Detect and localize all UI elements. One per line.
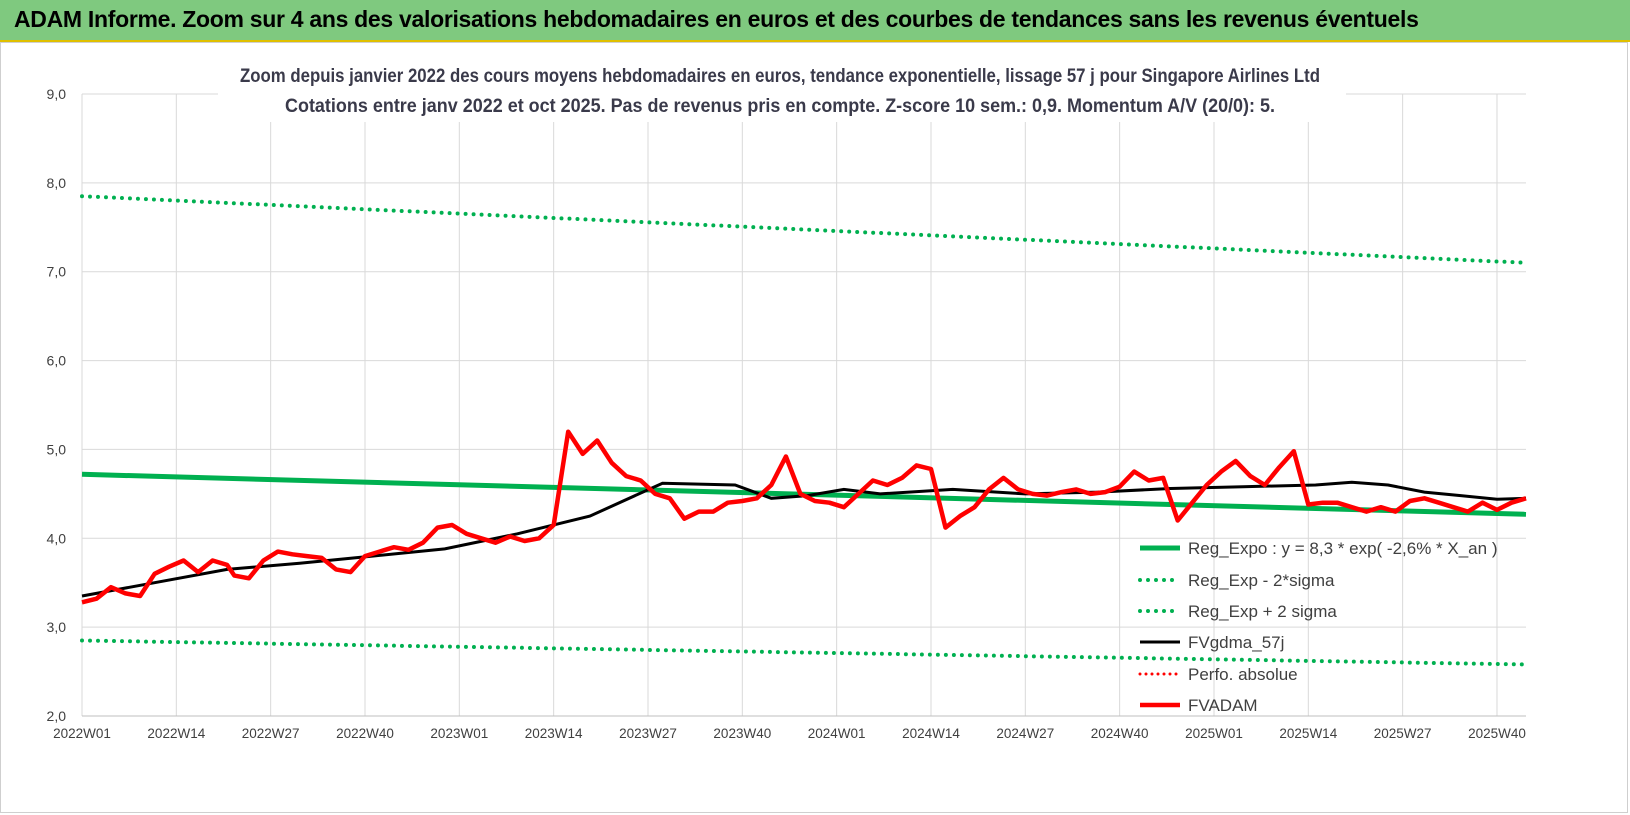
- y-tick-label: 2,0: [47, 708, 67, 724]
- regression-upper-band: [80, 194, 1528, 265]
- x-tick-label: 2023W40: [713, 726, 771, 741]
- chart-subtitle: Cotations entre janv 2022 et oct 2025. P…: [285, 95, 1275, 117]
- chart-axes: 2,0 3,0 4,0 5,0 6,0 7,0 8,0 9,0 2022W01 2022W14 20…: [47, 86, 1526, 741]
- x-tick-label: 2024W40: [1091, 726, 1149, 741]
- y-tick-label: 4,0: [47, 530, 67, 546]
- chart-title: Zoom depuis janvier 2022 des cours moyen…: [240, 65, 1320, 87]
- chart-series: [80, 194, 1528, 667]
- x-tick-label: 2023W14: [525, 726, 583, 741]
- chart-frame: [0, 42, 1628, 813]
- x-tick-label: 2022W01: [53, 726, 111, 741]
- x-tick-label: 2025W01: [1185, 726, 1243, 741]
- y-tick-label: 8,0: [47, 175, 67, 191]
- title-background: [218, 62, 1346, 122]
- x-tick-label: 2023W27: [619, 726, 677, 741]
- legend-fvadam-label: FVADAM: [1188, 696, 1258, 715]
- chart-legend: Reg_Expo : y = 8,3 * exp( -2,6% * X_an )…: [1138, 539, 1497, 715]
- y-tick-label: 9,0: [47, 86, 67, 102]
- chart-titles: Zoom depuis janvier 2022 des cours moyen…: [218, 62, 1346, 122]
- y-tick-label: 7,0: [47, 264, 67, 280]
- x-tick-label: 2024W27: [996, 726, 1054, 741]
- legend-perfo-absolue-label: Perfo. absolue: [1188, 665, 1298, 684]
- legend-reg-lower-label: Reg_Exp - 2*sigma: [1188, 571, 1335, 590]
- x-tick-label: 2022W14: [147, 726, 205, 741]
- y-tick-label: 3,0: [47, 619, 67, 635]
- y-tick-label: 6,0: [47, 353, 67, 369]
- legend-reg-upper-label: Reg_Exp + 2 sigma: [1188, 602, 1337, 621]
- x-tick-label: 2024W01: [808, 726, 866, 741]
- x-tick-label: 2022W27: [242, 726, 300, 741]
- x-tick-label: 2025W40: [1468, 726, 1526, 741]
- chart-grid: [81, 93, 1526, 717]
- x-tick-label: 2022W40: [336, 726, 394, 741]
- x-tick-label: 2025W14: [1279, 726, 1337, 741]
- regression-lower-band: [80, 638, 1528, 667]
- banner-title: ADAM Informe. Zoom sur 4 ans des valoris…: [14, 6, 1419, 32]
- legend-fvgdma-label: FVgdma_57j: [1188, 633, 1284, 652]
- x-tick-label: 2024W14: [902, 726, 960, 741]
- x-tick-label: 2025W27: [1374, 726, 1432, 741]
- fvadam-price-line: [81, 429, 1527, 605]
- header-banner: ADAM Informe. Zoom sur 4 ans des valoris…: [0, 0, 1630, 42]
- y-tick-label: 5,0: [47, 441, 67, 457]
- legend-reg-expo-label: Reg_Expo : y = 8,3 * exp( -2,6% * X_an ): [1188, 539, 1497, 558]
- x-tick-label: 2023W01: [430, 726, 488, 741]
